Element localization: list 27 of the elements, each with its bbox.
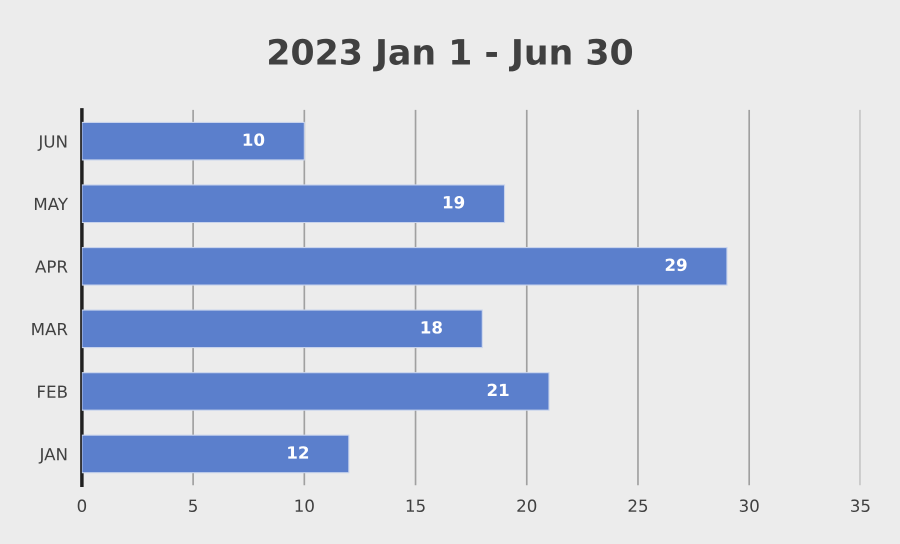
y-tick-label: JUN	[38, 135, 66, 151]
data-label: 21	[488, 384, 509, 396]
data-label: 29	[666, 258, 687, 272]
x-tick-label: 0	[78, 499, 86, 512]
y-tick-label: APR	[35, 260, 68, 273]
x-tick-label: 25	[628, 499, 648, 512]
data-label: 10	[244, 133, 264, 146]
y-tick-label: FEB	[38, 386, 67, 398]
bar	[82, 434, 350, 474]
y-tick-label: MAR	[32, 323, 68, 336]
data-label: 18	[422, 321, 442, 334]
y-tick-label: MAY	[34, 198, 68, 210]
x-tick-label: 10	[296, 499, 314, 512]
x-tick-label: 15	[406, 500, 425, 512]
data-label: 12	[288, 446, 308, 459]
x-tick-label: 5	[189, 500, 197, 512]
x-tick-label: 30	[740, 499, 759, 512]
y-tick-label: JAN	[38, 448, 66, 464]
bar	[82, 310, 483, 348]
bar	[82, 246, 728, 286]
bar	[82, 372, 550, 411]
chart-title: 2023 Jan 1 - Jun 30	[269, 38, 632, 72]
bar	[82, 122, 305, 160]
data-label: 19	[444, 196, 464, 209]
bar	[82, 184, 506, 224]
x-tick-label: 20	[517, 499, 536, 512]
x-tick-label: 35	[851, 499, 870, 512]
